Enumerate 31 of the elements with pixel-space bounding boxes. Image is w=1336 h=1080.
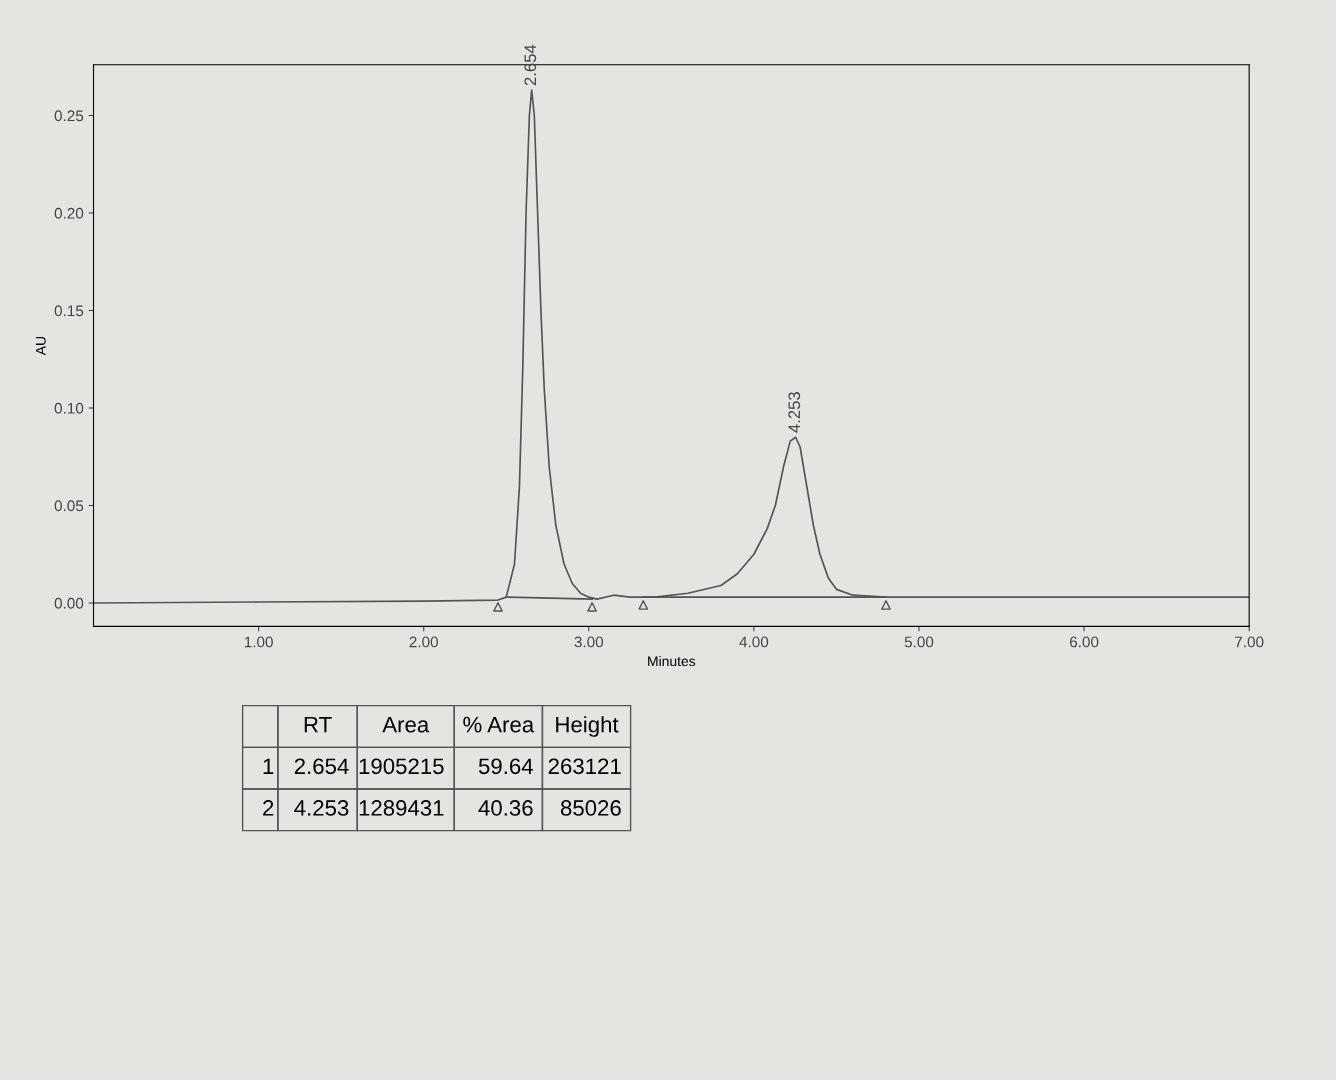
category-label: % Area bbox=[463, 716, 535, 733]
text: 2.654 bbox=[294, 758, 349, 775]
text: 1905215 bbox=[359, 758, 444, 775]
y-axis-title: AU bbox=[36, 337, 46, 356]
annotation: 2.654 bbox=[524, 44, 537, 86]
text: 59.64 bbox=[478, 758, 533, 775]
x-tick-label: 6.00 bbox=[1069, 636, 1099, 648]
y-tick-label: 0.25 bbox=[54, 110, 84, 122]
y-tick-label: 0.05 bbox=[54, 500, 84, 512]
text: 263121 bbox=[548, 758, 621, 775]
y-tick-label: 0.15 bbox=[54, 305, 84, 317]
y-tick-label: 0.00 bbox=[54, 597, 84, 609]
text: 1289431 bbox=[359, 800, 444, 816]
text: 4.253 bbox=[294, 800, 349, 816]
category-label: Height bbox=[556, 716, 619, 737]
y-tick-label: 0.10 bbox=[54, 402, 84, 414]
x-tick-label: 1.00 bbox=[244, 636, 273, 648]
category-label: 2 bbox=[263, 800, 274, 816]
x-axis-title: Minutes bbox=[648, 655, 696, 667]
x-tick-label: 2.00 bbox=[409, 636, 438, 648]
x-tick-label: 4.00 bbox=[739, 636, 769, 648]
x-tick-label: 7.00 bbox=[1235, 636, 1264, 648]
x-tick-label: 3.00 bbox=[574, 636, 604, 648]
category-label: Area bbox=[382, 716, 430, 733]
text: 40.36 bbox=[478, 800, 533, 816]
x-tick-label: 5.00 bbox=[904, 636, 934, 648]
text: 85026 bbox=[560, 800, 621, 816]
y-tick-label: 0.20 bbox=[54, 207, 84, 219]
category-label: 1 bbox=[263, 758, 274, 774]
category-label: RT bbox=[304, 716, 332, 733]
annotation: 4.253 bbox=[788, 392, 801, 433]
